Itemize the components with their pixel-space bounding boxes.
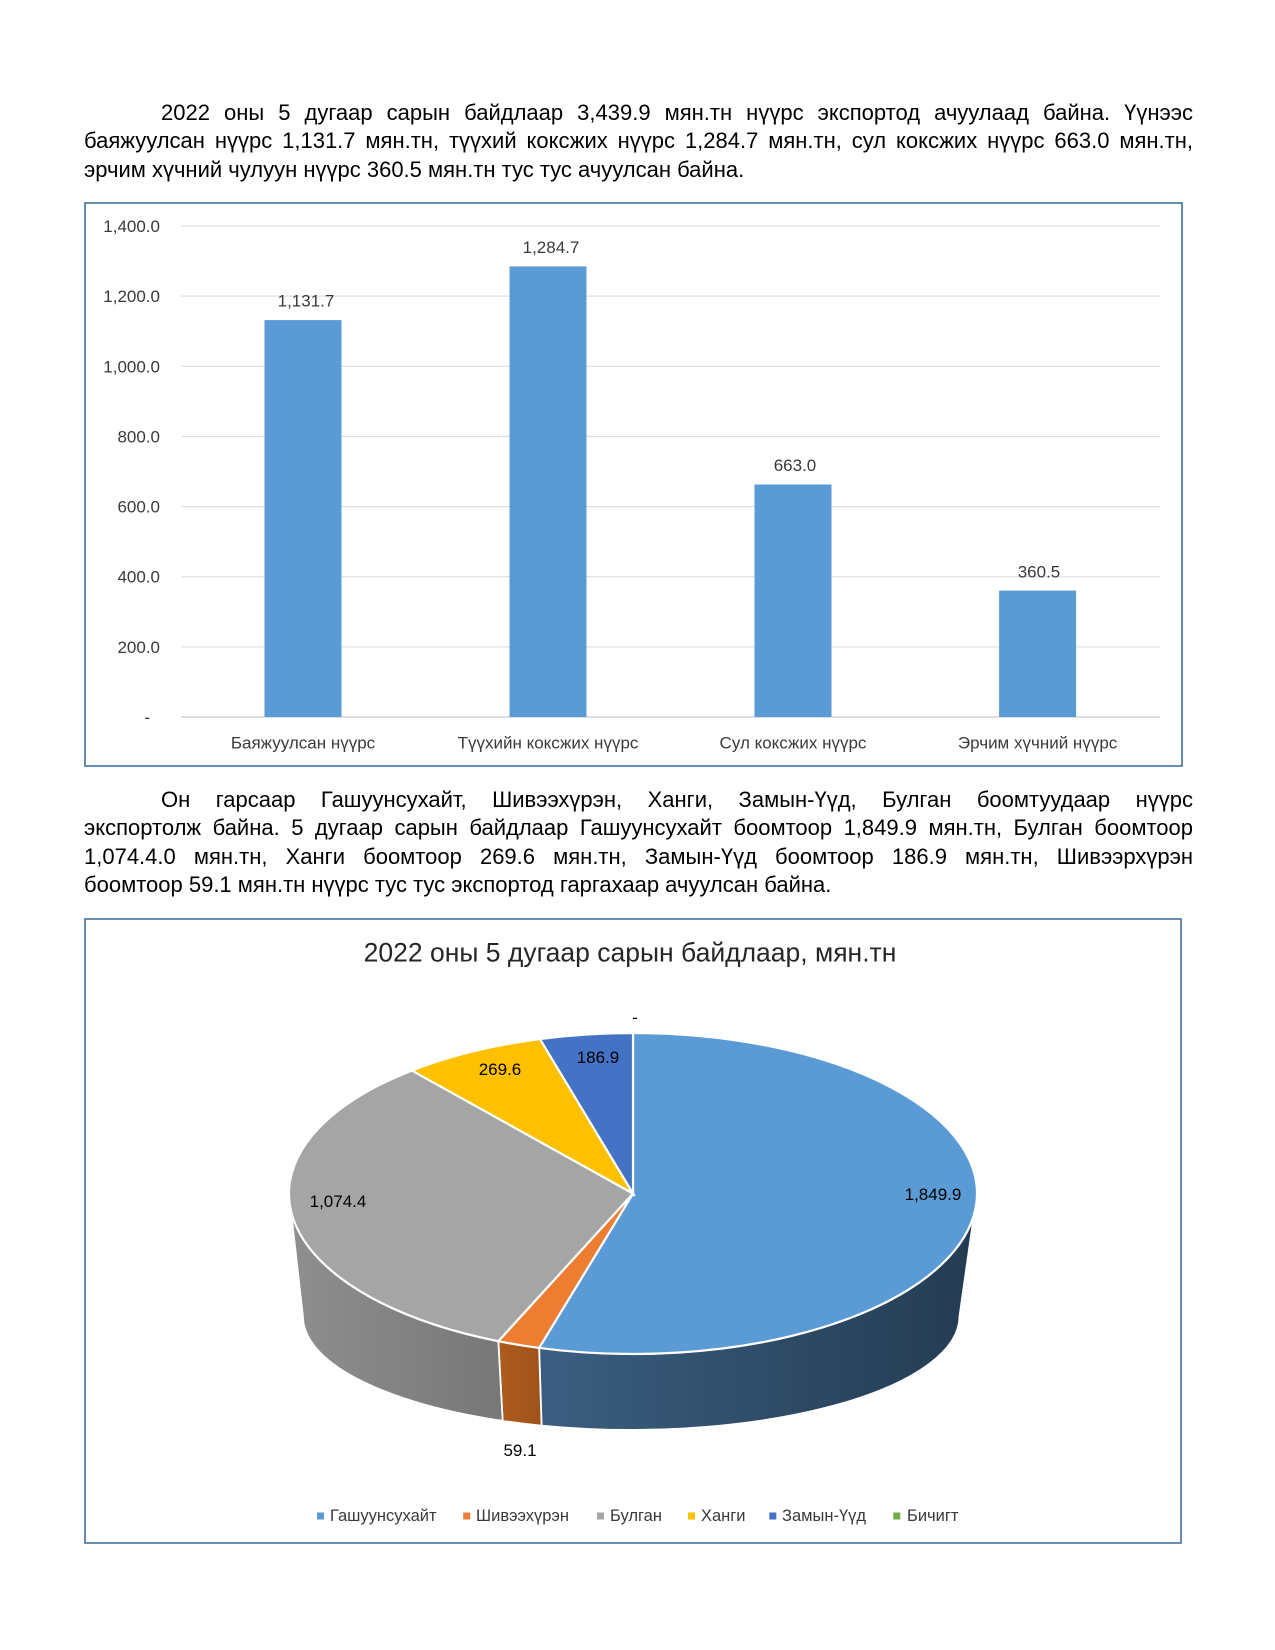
svg-text:Эрчим хүчний нүүрс: Эрчим хүчний нүүрс (958, 734, 1118, 753)
svg-text:186.9: 186.9 (577, 1048, 620, 1067)
svg-text:1,131.7: 1,131.7 (278, 292, 335, 311)
svg-text:Булган: Булган (610, 1507, 662, 1525)
svg-text:Замын-Үүд: Замын-Үүд (782, 1507, 866, 1525)
svg-text:1,284.7: 1,284.7 (523, 238, 580, 257)
svg-text:200.0: 200.0 (117, 638, 160, 657)
svg-text:1,074.4: 1,074.4 (310, 1192, 367, 1211)
svg-text:1,400.0: 1,400.0 (103, 217, 160, 236)
svg-text:1,849.9: 1,849.9 (905, 1185, 962, 1204)
svg-text:Гашуунсухайт: Гашуунсухайт (330, 1507, 437, 1525)
svg-text:Шивээхүрэн: Шивээхүрэн (476, 1507, 569, 1525)
svg-text:Ханги: Ханги (701, 1507, 746, 1525)
svg-text:2022 оны 5 дугаар сарын байдла: 2022 оны 5 дугаар сарын байдлаар, мян.тн (364, 938, 897, 968)
svg-text:Бичигт: Бичигт (907, 1507, 959, 1525)
svg-text:600.0: 600.0 (117, 498, 160, 517)
svg-text:1,200.0: 1,200.0 (103, 287, 160, 306)
svg-text:269.6: 269.6 (479, 1060, 522, 1079)
svg-text:800.0: 800.0 (117, 427, 160, 446)
svg-text:1,000.0: 1,000.0 (103, 357, 160, 376)
svg-text:-: - (632, 1008, 638, 1027)
svg-text:59.1: 59.1 (503, 1441, 536, 1460)
svg-text:Сул коксжих нүүрс: Сул коксжих нүүрс (720, 734, 867, 753)
svg-text:Түүхийн коксжих нүүрс: Түүхийн коксжих нүүрс (458, 734, 639, 753)
svg-text:Баяжуулсан нүүрс: Баяжуулсан нүүрс (231, 734, 376, 753)
svg-text:400.0: 400.0 (117, 568, 160, 587)
svg-text:-: - (144, 708, 150, 727)
svg-text:663.0: 663.0 (774, 456, 817, 475)
svg-text:360.5: 360.5 (1018, 562, 1061, 581)
